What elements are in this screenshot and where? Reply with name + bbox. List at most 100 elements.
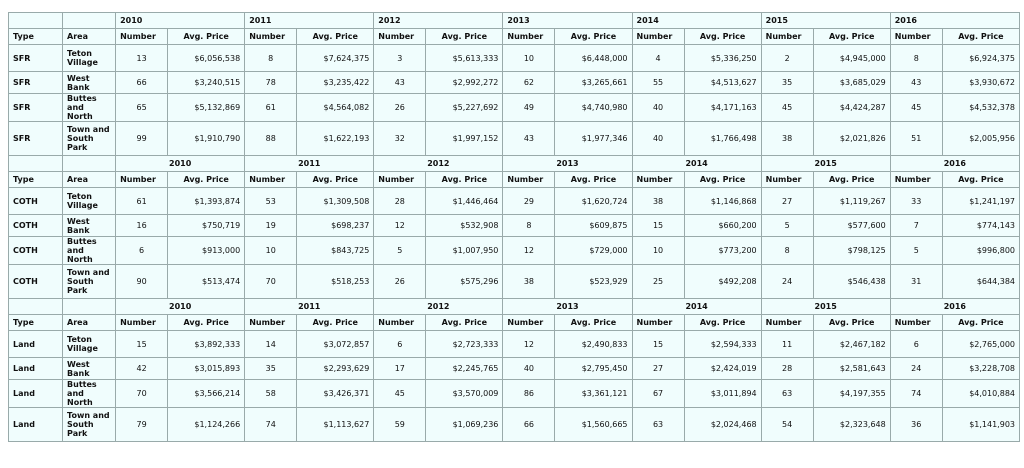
price-cell: $5,613,333 [425,44,504,72]
number-cell: 43 [373,71,427,94]
year-header: 2010 [115,155,246,172]
area-header: Area [62,28,117,45]
data-row: COTH Town and South Park 90 $513,474 70 $518,… [7,264,1021,299]
price-cell: $644,384 [941,264,1021,299]
year-header: 2015 [760,12,891,29]
price-header: Avg. Price [812,28,891,45]
area-cell: West Bank [62,71,117,94]
type-cell: Land [7,407,64,442]
price-cell: $546,438 [812,264,891,299]
price-cell: $3,892,333 [167,330,246,358]
number-cell: 36 [889,407,943,442]
area-cell: Buttes and North [62,93,117,122]
number-header: Number [631,314,685,331]
price-cell: $4,424,287 [812,93,891,122]
price-header: Avg. Price [296,28,375,45]
number-cell: 45 [889,93,943,122]
year-header: 2013 [502,12,633,29]
number-cell: 38 [760,121,814,156]
data-row: Land West Bank 42 $3,015,893 35 $2,293,629 17 $… [7,357,1021,380]
number-cell: 67 [631,379,685,408]
number-cell: 63 [760,379,814,408]
number-cell: 8 [760,236,814,265]
price-cell: $523,929 [554,264,633,299]
area-cell: Teton Village [62,187,117,215]
type-cell: SFR [7,121,64,156]
price-header: Avg. Price [683,171,762,188]
price-cell: $2,795,450 [554,357,633,380]
price-header: Avg. Price [683,314,762,331]
number-cell: 24 [760,264,814,299]
number-header: Number [502,314,556,331]
number-header: Number [502,171,556,188]
number-cell: 10 [244,236,298,265]
price-cell: $518,253 [296,264,375,299]
price-header: Avg. Price [683,28,762,45]
price-cell: $5,336,250 [683,44,762,72]
type-cell: COTH [7,264,64,299]
price-cell: $4,171,163 [683,93,762,122]
price-cell: $4,740,980 [554,93,633,122]
number-cell: 88 [244,121,298,156]
year-header: 2014 [631,155,762,172]
price-cell: $3,015,893 [167,357,246,380]
year-header: 2011 [244,12,375,29]
number-header: Number [760,28,814,45]
price-cell: $2,723,333 [425,330,504,358]
data-row: COTH Teton Village 61 $1,393,874 53 $1,309,50… [7,187,1021,215]
price-cell: $843,725 [296,236,375,265]
data-row: Land Teton Village 15 $3,892,333 14 $3,072,85… [7,330,1021,358]
price-cell: $5,227,692 [425,93,504,122]
price-cell: $3,566,214 [167,379,246,408]
number-cell: 14 [244,330,298,358]
type-cell: SFR [7,93,64,122]
price-header: Avg. Price [425,28,504,45]
price-header: Avg. Price [296,171,375,188]
price-cell: $3,570,009 [425,379,504,408]
number-header: Number [373,171,427,188]
year-header: 2012 [373,298,504,315]
price-cell: $4,945,000 [812,44,891,72]
price-cell: $1,977,346 [554,121,633,156]
price-cell: $3,228,708 [941,357,1021,380]
number-cell: 59 [373,407,427,442]
price-cell: $1,007,950 [425,236,504,265]
number-header: Number [760,314,814,331]
column-header-row: Type Area Number Avg. Price Number Avg. Price… [7,28,1021,45]
empty-cell [62,298,117,315]
data-row: COTH Buttes and North 6 $913,000 10 $843,725 5… [7,236,1021,265]
number-cell: 49 [502,93,556,122]
price-cell: $774,143 [941,214,1021,237]
number-cell: 38 [502,264,556,299]
number-cell: 45 [373,379,427,408]
number-cell: 28 [373,187,427,215]
price-cell: $3,361,121 [554,379,633,408]
price-cell: $913,000 [167,236,246,265]
price-cell: $5,132,869 [167,93,246,122]
empty-cell [62,12,117,29]
year-header: 2014 [631,12,762,29]
number-cell: 5 [889,236,943,265]
number-cell: 13 [115,44,169,72]
number-cell: 8 [244,44,298,72]
number-cell: 35 [244,357,298,380]
year-header: 2013 [502,155,633,172]
area-cell: Teton Village [62,44,117,72]
number-cell: 65 [115,93,169,122]
number-cell: 58 [244,379,298,408]
price-cell: $1,069,236 [425,407,504,442]
number-header: Number [244,314,298,331]
data-row: SFR Town and South Park 99 $1,910,790 88 $1,6… [7,121,1021,156]
number-cell: 3 [373,44,427,72]
number-cell: 38 [631,187,685,215]
price-cell: $3,930,672 [941,71,1021,94]
price-cell: $750,719 [167,214,246,237]
price-cell: $2,594,333 [683,330,762,358]
number-cell: 74 [889,379,943,408]
price-header: Avg. Price [941,171,1021,188]
number-cell: 15 [631,214,685,237]
price-header: Avg. Price [941,314,1021,331]
price-cell: $1,141,903 [941,407,1021,442]
number-cell: 66 [115,71,169,94]
price-cell: $1,241,197 [941,187,1021,215]
